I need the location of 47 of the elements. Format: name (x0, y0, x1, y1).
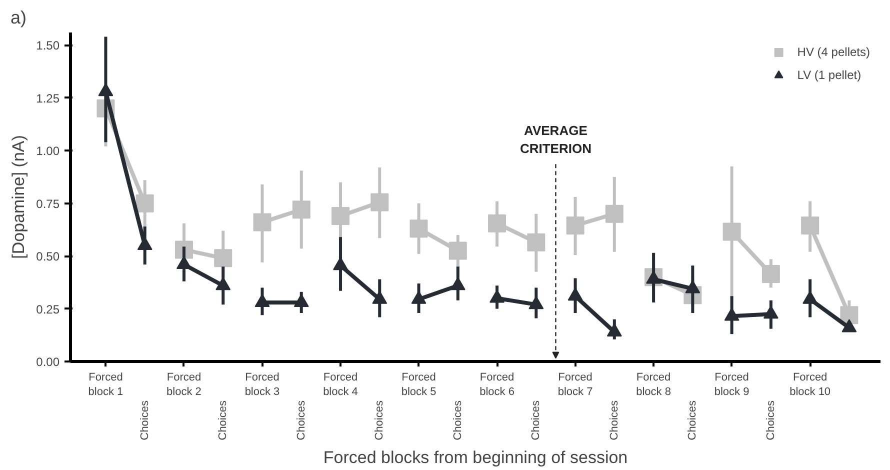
x-tick-label: Choices (374, 400, 386, 440)
point (566, 216, 584, 234)
legend-label: HV (4 pellets) (797, 45, 870, 59)
x-tick-label: Choices (764, 400, 777, 440)
point (488, 214, 506, 232)
y-tick-label: 0.50 (36, 250, 60, 264)
x-tick-label: Forced block 2 (166, 372, 202, 398)
y-tick-label: 0.25 (36, 302, 60, 316)
x-tick-label: Forced block 7 (558, 372, 593, 398)
y-axis-title: [Dopamine] (nA) (9, 135, 28, 259)
legend-label: LV (1 pellet) (797, 68, 862, 82)
x-tick-label: Choices (608, 400, 620, 440)
x-tick-label: Choices (452, 400, 464, 440)
point (801, 216, 820, 234)
point (292, 200, 310, 219)
x-tick-label: Choices (295, 400, 308, 440)
y-tick-label: 1.00 (36, 144, 60, 158)
point (253, 213, 272, 232)
point (722, 222, 741, 241)
point (214, 249, 232, 268)
x-axis-title: Forced blocks from beginning of session (323, 448, 628, 468)
point (448, 242, 467, 260)
chart-title: a) (10, 8, 27, 28)
x-tick-label: Forced block 8 (636, 372, 671, 398)
point (605, 204, 624, 223)
y-tick-label: 1.50 (36, 38, 60, 53)
point (410, 220, 428, 238)
x-tick-label: Forced block 1 (88, 372, 124, 398)
x-tick-label: Forced block 9 (714, 372, 750, 398)
x-tick-label: Forced block 10 (790, 372, 831, 398)
point (762, 264, 780, 283)
x-tick-label: Choices (686, 400, 699, 440)
y-tick-label: 0.75 (36, 196, 60, 211)
point (527, 233, 546, 252)
x-tick-label: Choices (138, 400, 151, 440)
y-tick-label: 1.25 (36, 91, 60, 106)
point (370, 193, 389, 212)
x-tick-label: Choices (217, 400, 230, 440)
annotation: AVERAGE CRITERION (520, 123, 592, 156)
y-tick-label: 0.00 (36, 355, 60, 369)
x-tick-label: Forced block 6 (480, 372, 514, 398)
x-tick-label: Choices (530, 400, 542, 440)
point (332, 206, 350, 225)
point (136, 194, 154, 212)
x-tick-label: Forced block 5 (401, 372, 436, 398)
x-tick-label: Forced block 4 (323, 372, 358, 398)
x-tick-label: Forced block 3 (244, 372, 280, 398)
